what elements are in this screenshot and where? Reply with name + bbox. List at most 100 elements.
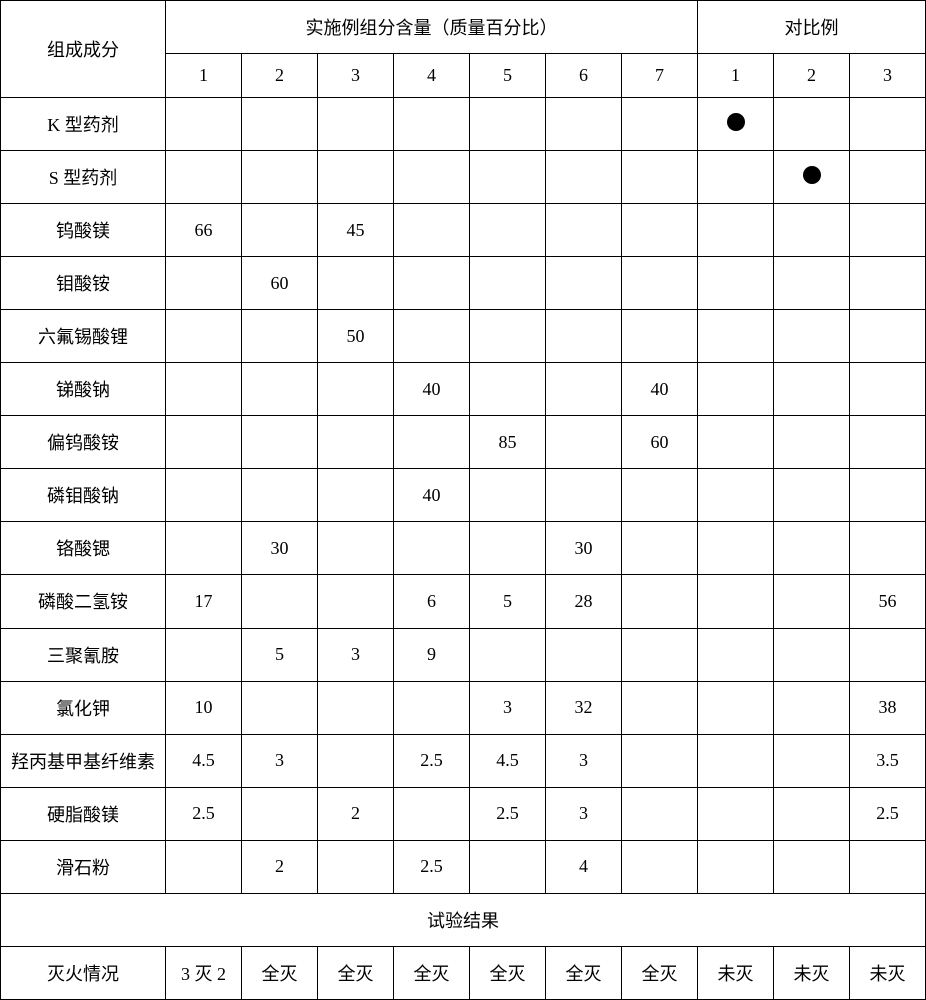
cell (698, 310, 774, 363)
cell (622, 575, 698, 628)
table-row: 滑石粉22.54 (1, 840, 926, 893)
cell (698, 575, 774, 628)
results-label: 灭火情况 (1, 946, 166, 999)
header-composition: 组成成分 (1, 1, 166, 98)
row-label: 钨酸镁 (1, 204, 166, 257)
row-label: 磷钼酸钠 (1, 469, 166, 522)
cell (242, 681, 318, 734)
cell (470, 363, 546, 416)
cell (242, 151, 318, 204)
table-row: 钼酸铵60 (1, 257, 926, 310)
composition-table: 组成成分 实施例组分含量（质量百分比） 对比例 1 2 3 4 5 6 7 1 … (0, 0, 926, 1000)
row-label: 滑石粉 (1, 840, 166, 893)
row-label: 锑酸钠 (1, 363, 166, 416)
cell (394, 98, 470, 151)
table-row: 三聚氰胺 539 (1, 628, 926, 681)
cell: 6 (394, 575, 470, 628)
results-header: 试验结果 (1, 893, 926, 946)
cell (470, 628, 546, 681)
row-label: 三聚氰胺 (1, 628, 166, 681)
cell: 2 (318, 787, 394, 840)
cell: 2.5 (394, 734, 470, 787)
cell (622, 469, 698, 522)
table-row: K 型药剂 (1, 98, 926, 151)
cell (774, 734, 850, 787)
cell (774, 257, 850, 310)
cell (242, 310, 318, 363)
cell: 4 (546, 840, 622, 893)
cell (698, 681, 774, 734)
cell (774, 469, 850, 522)
cell (850, 522, 926, 575)
cell (850, 204, 926, 257)
results-cell: 全灭 (394, 946, 470, 999)
cell: 9 (394, 628, 470, 681)
cell (318, 734, 394, 787)
cell (774, 204, 850, 257)
cell: 38 (850, 681, 926, 734)
cell (850, 257, 926, 310)
cell (622, 98, 698, 151)
cell (698, 787, 774, 840)
cell (622, 628, 698, 681)
cell (698, 151, 774, 204)
table-row: 氯化钾1033238 (1, 681, 926, 734)
cell (166, 363, 242, 416)
cell (622, 734, 698, 787)
cell: 45 (318, 204, 394, 257)
cell (698, 628, 774, 681)
table-row: 羟丙基甲基纤维素4.532.54.533.5 (1, 734, 926, 787)
cell (850, 363, 926, 416)
results-cell: 全灭 (622, 946, 698, 999)
cell: 40 (394, 363, 470, 416)
cell: 2.5 (470, 787, 546, 840)
col-num-1: 1 (166, 54, 242, 98)
results-cell: 未灭 (850, 946, 926, 999)
results-row: 灭火情况3 灭 2全灭全灭全灭全灭全灭全灭未灭未灭未灭 (1, 946, 926, 999)
cell: 10 (166, 681, 242, 734)
cell (242, 204, 318, 257)
table-row: 锑酸钠4040 (1, 363, 926, 416)
col-num-3: 3 (318, 54, 394, 98)
row-label: K 型药剂 (1, 98, 166, 151)
cell (470, 257, 546, 310)
cell (546, 310, 622, 363)
cell: 2.5 (166, 787, 242, 840)
cell: 2.5 (850, 787, 926, 840)
cell: 85 (470, 416, 546, 469)
col-num-c2: 2 (774, 54, 850, 98)
cell (546, 151, 622, 204)
col-num-2: 2 (242, 54, 318, 98)
table-row: 硬脂酸镁2.522.532.5 (1, 787, 926, 840)
cell (622, 787, 698, 840)
results-header-row: 试验结果 (1, 893, 926, 946)
table-row: 六氟锡酸锂 50 (1, 310, 926, 363)
results-cell: 全灭 (470, 946, 546, 999)
row-label: S 型药剂 (1, 151, 166, 204)
cell (394, 257, 470, 310)
results-cell: 全灭 (242, 946, 318, 999)
cell: 66 (166, 204, 242, 257)
col-num-5: 5 (470, 54, 546, 98)
row-label: 羟丙基甲基纤维素 (1, 734, 166, 787)
cell (546, 416, 622, 469)
cell (166, 840, 242, 893)
cell (546, 363, 622, 416)
table-row: S 型药剂 (1, 151, 926, 204)
results-cell: 全灭 (546, 946, 622, 999)
cell: 5 (242, 628, 318, 681)
cell (394, 416, 470, 469)
cell (166, 310, 242, 363)
composition-table-container: 组成成分 实施例组分含量（质量百分比） 对比例 1 2 3 4 5 6 7 1 … (0, 0, 926, 1000)
cell (242, 416, 318, 469)
cell: 3 (318, 628, 394, 681)
cell (166, 628, 242, 681)
cell (850, 628, 926, 681)
cell: 2 (242, 840, 318, 893)
cell (622, 522, 698, 575)
row-label: 六氟锡酸锂 (1, 310, 166, 363)
cell: 50 (318, 310, 394, 363)
header-example: 实施例组分含量（质量百分比） (166, 1, 698, 54)
table-row: 磷钼酸钠40 (1, 469, 926, 522)
cell: 3 (546, 787, 622, 840)
